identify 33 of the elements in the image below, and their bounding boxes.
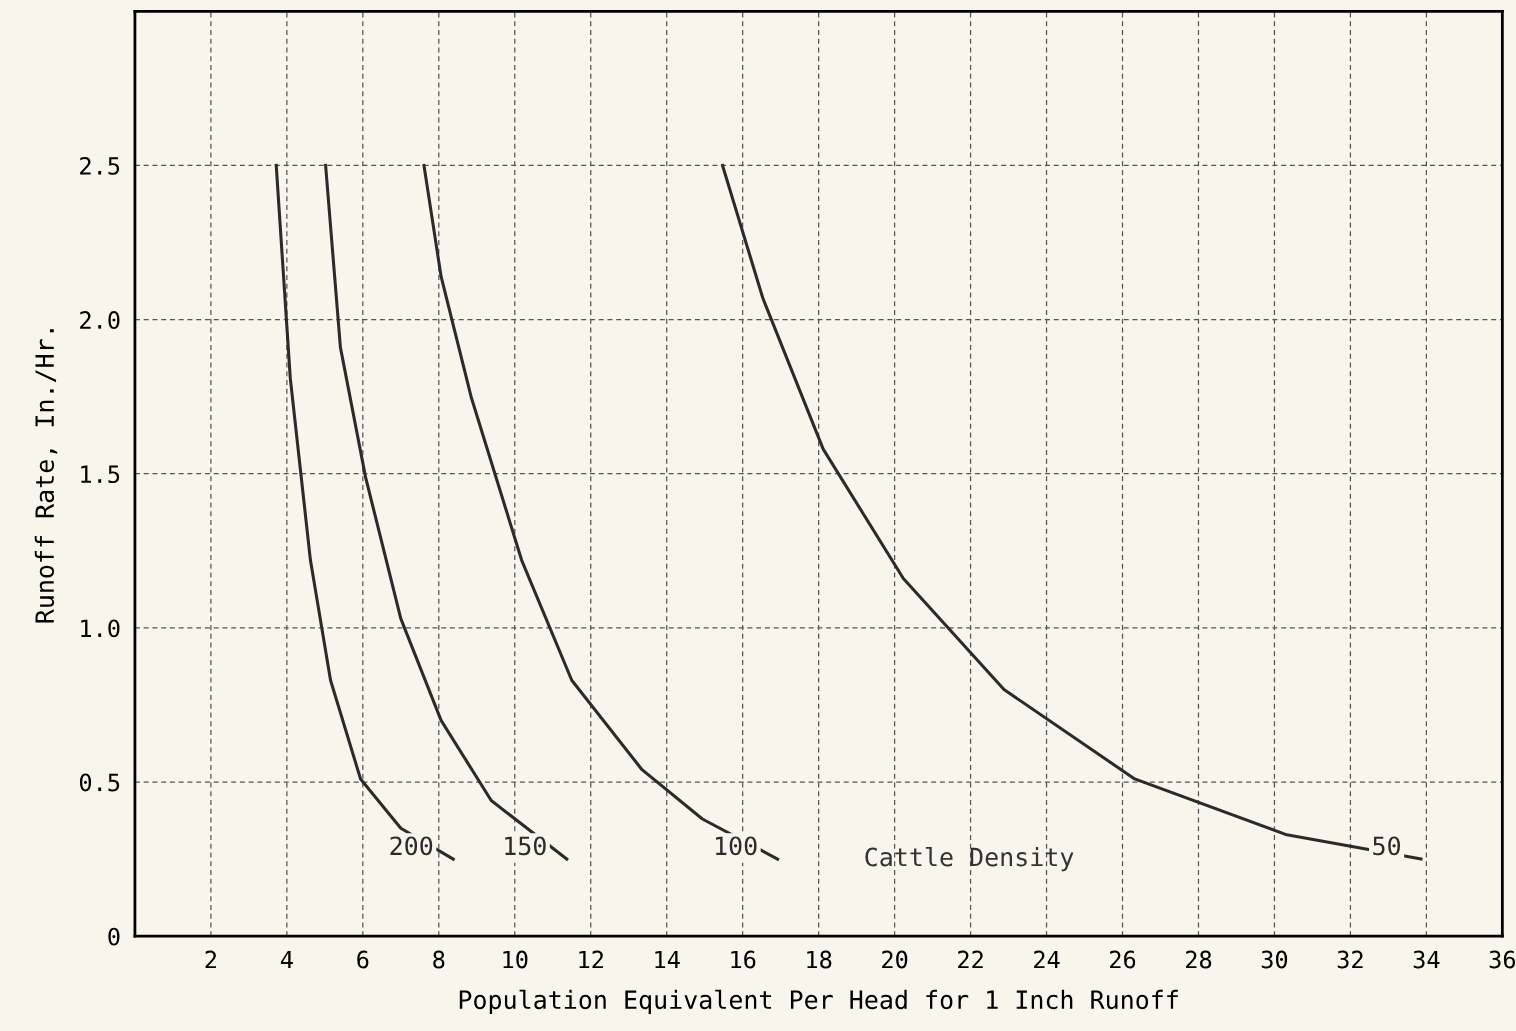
y-tick-label: 1.0 (81, 619, 120, 638)
series-label: 100 (716, 836, 757, 856)
x-axis-title: Population Equivalent Per Head for 1 Inch Runoff (459, 989, 1178, 1015)
x-tick-label: 34 (1413, 950, 1440, 969)
x-tick-label: 16 (731, 950, 756, 969)
y-axis-title: Runoff Rate, In./Hr. (34, 329, 58, 623)
y-tick-label: 2.0 (80, 311, 120, 329)
series-label: 50 (1373, 836, 1400, 856)
y-tick-label: 1.5 (81, 465, 120, 484)
x-tick-label: 24 (1034, 950, 1060, 969)
x-tick-label: 36 (1489, 950, 1516, 969)
annotation: Cattle Density (865, 846, 1074, 872)
x-tick-label: 8 (433, 950, 445, 969)
series-label: 200 (390, 836, 433, 856)
series-label: 150 (505, 836, 546, 856)
line-series (274, 163, 455, 861)
x-tick-label: 32 (1337, 950, 1363, 969)
x-tick-label: 22 (958, 950, 983, 969)
x-tick-label: 18 (807, 950, 832, 969)
x-tick-label: 20 (882, 950, 908, 969)
x-tick-label: 30 (1261, 950, 1288, 969)
y-tick-label: 0.5 (79, 773, 120, 792)
x-tick-label: 14 (655, 950, 680, 969)
x-tick-label: 2 (205, 950, 216, 969)
x-tick-label: 26 (1110, 950, 1136, 969)
y-tick-label: 0 (108, 927, 120, 946)
y-tick-label: 2.5 (80, 156, 120, 175)
x-tick-label: 12 (579, 950, 603, 969)
line-series (324, 163, 569, 861)
x-tick-label: 6 (357, 950, 369, 969)
x-tick-label: 10 (503, 950, 528, 969)
x-tick-label: 28 (1186, 950, 1212, 969)
x-tick-label: 4 (280, 950, 293, 969)
